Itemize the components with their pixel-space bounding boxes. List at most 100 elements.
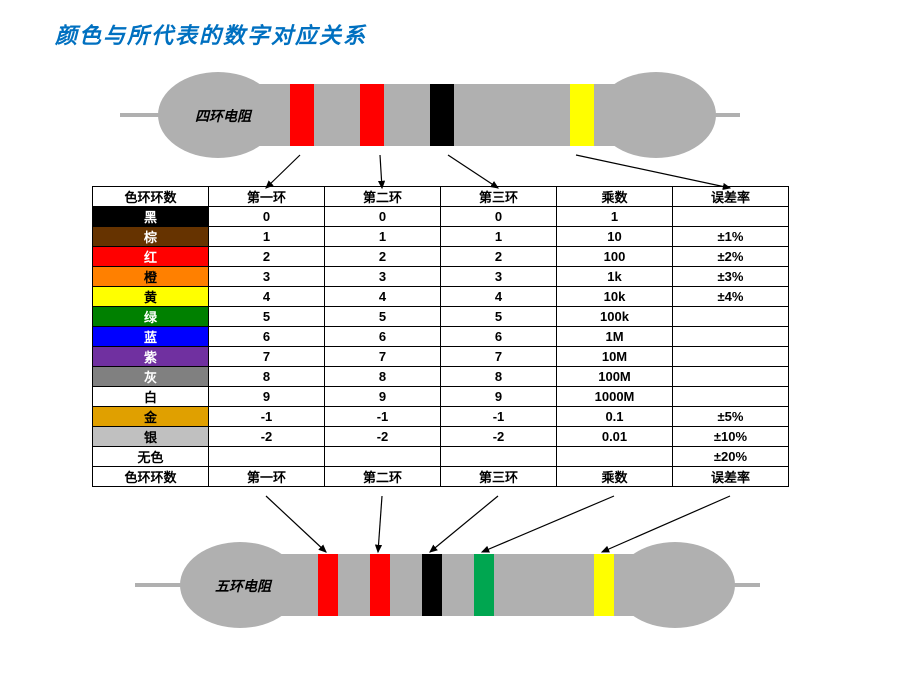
- table-footer-cell: 第一环: [209, 467, 325, 487]
- table-cell: [673, 347, 789, 367]
- resistor-5band-label: 五环电阻: [215, 576, 271, 596]
- color-name-cell: 绿: [93, 307, 209, 327]
- table-cell: 1: [209, 227, 325, 247]
- table-cell: 6: [441, 327, 557, 347]
- table-header-row: 色环环数第一环第二环第三环乘数误差率: [93, 187, 789, 207]
- table-cell: 7: [209, 347, 325, 367]
- color-band: [370, 554, 390, 616]
- table-footer-cell: 色环环数: [93, 467, 209, 487]
- table-cell: [325, 447, 441, 467]
- table-cell: 9: [325, 387, 441, 407]
- table-cell: 1M: [557, 327, 673, 347]
- table-cell: [673, 327, 789, 347]
- table-footer-cell: 乘数: [557, 467, 673, 487]
- table-row: 银-2-2-20.01±10%: [93, 427, 789, 447]
- table-cell: 1k: [557, 267, 673, 287]
- color-name-cell: 无色: [93, 447, 209, 467]
- color-band: [474, 554, 494, 616]
- table-footer-cell: 第二环: [325, 467, 441, 487]
- table-cell: 1: [557, 207, 673, 227]
- table-cell: 10M: [557, 347, 673, 367]
- table-cell: [441, 447, 557, 467]
- table-row: 灰888100M: [93, 367, 789, 387]
- table-body: 黑0001棕11110±1%红222100±2%橙3331k±3%黄44410k…: [93, 207, 789, 467]
- table-cell: 6: [325, 327, 441, 347]
- table-cell: [673, 367, 789, 387]
- table-cell: 2: [325, 247, 441, 267]
- color-name-cell: 橙: [93, 267, 209, 287]
- color-band: [430, 84, 454, 146]
- table-row: 绿555100k: [93, 307, 789, 327]
- table-cell: ±10%: [673, 427, 789, 447]
- table-header-cell: 第一环: [209, 187, 325, 207]
- table-cell: 3: [325, 267, 441, 287]
- color-band: [422, 554, 442, 616]
- table-cell: 0: [209, 207, 325, 227]
- color-name-cell: 银: [93, 427, 209, 447]
- table-row: 橙3331k±3%: [93, 267, 789, 287]
- table-cell: 3: [441, 267, 557, 287]
- table-cell: 7: [325, 347, 441, 367]
- table-cell: 0: [441, 207, 557, 227]
- resistor-4band: 四环电阻: [0, 70, 920, 160]
- table-cell: 0: [325, 207, 441, 227]
- table-header-cell: 乘数: [557, 187, 673, 207]
- table-row: 白9991000M: [93, 387, 789, 407]
- table-cell: 9: [209, 387, 325, 407]
- table-cell: ±5%: [673, 407, 789, 427]
- table-header-cell: 色环环数: [93, 187, 209, 207]
- table-footer-cell: 第三环: [441, 467, 557, 487]
- table-header-cell: 第二环: [325, 187, 441, 207]
- table-cell: [209, 447, 325, 467]
- table-cell: 2: [441, 247, 557, 267]
- table-cell: 2: [209, 247, 325, 267]
- table-cell: 3: [209, 267, 325, 287]
- table-row: 蓝6661M: [93, 327, 789, 347]
- table-cell: [673, 307, 789, 327]
- color-name-cell: 红: [93, 247, 209, 267]
- table-cell: 5: [325, 307, 441, 327]
- color-band: [594, 554, 614, 616]
- table-header-cell: 第三环: [441, 187, 557, 207]
- color-band: [290, 84, 314, 146]
- table-cell: [557, 447, 673, 467]
- table-row: 黄44410k±4%: [93, 287, 789, 307]
- table-cell: 8: [209, 367, 325, 387]
- table-cell: ±20%: [673, 447, 789, 467]
- table-cell: 0.1: [557, 407, 673, 427]
- table-row: 无色 ±20%: [93, 447, 789, 467]
- color-name-cell: 紫: [93, 347, 209, 367]
- table-cell: ±2%: [673, 247, 789, 267]
- color-name-cell: 金: [93, 407, 209, 427]
- table-cell: [673, 387, 789, 407]
- color-code-table: 色环环数第一环第二环第三环乘数误差率 黑0001棕11110±1%红222100…: [92, 186, 789, 487]
- color-band: [318, 554, 338, 616]
- table-cell: 4: [209, 287, 325, 307]
- color-name-cell: 黄: [93, 287, 209, 307]
- color-band: [570, 84, 594, 146]
- table-row: 黑0001: [93, 207, 789, 227]
- table-cell: 10k: [557, 287, 673, 307]
- table-cell: -2: [209, 427, 325, 447]
- table-cell: 1: [325, 227, 441, 247]
- color-name-cell: 白: [93, 387, 209, 407]
- table-row: 棕11110±1%: [93, 227, 789, 247]
- table-cell: 100M: [557, 367, 673, 387]
- table-cell: -2: [441, 427, 557, 447]
- table-cell: 5: [441, 307, 557, 327]
- color-name-cell: 黑: [93, 207, 209, 227]
- table-footer-cell: 误差率: [673, 467, 789, 487]
- table-cell: 100: [557, 247, 673, 267]
- color-name-cell: 蓝: [93, 327, 209, 347]
- color-band: [360, 84, 384, 146]
- table-cell: -1: [441, 407, 557, 427]
- table-row: 红222100±2%: [93, 247, 789, 267]
- table-cell: -1: [209, 407, 325, 427]
- table-row: 金-1-1-10.1±5%: [93, 407, 789, 427]
- table-cell: 0.01: [557, 427, 673, 447]
- table-cell: -1: [325, 407, 441, 427]
- table-cell: -2: [325, 427, 441, 447]
- table-cell: 1: [441, 227, 557, 247]
- table-cell: 4: [325, 287, 441, 307]
- table-cell: 6: [209, 327, 325, 347]
